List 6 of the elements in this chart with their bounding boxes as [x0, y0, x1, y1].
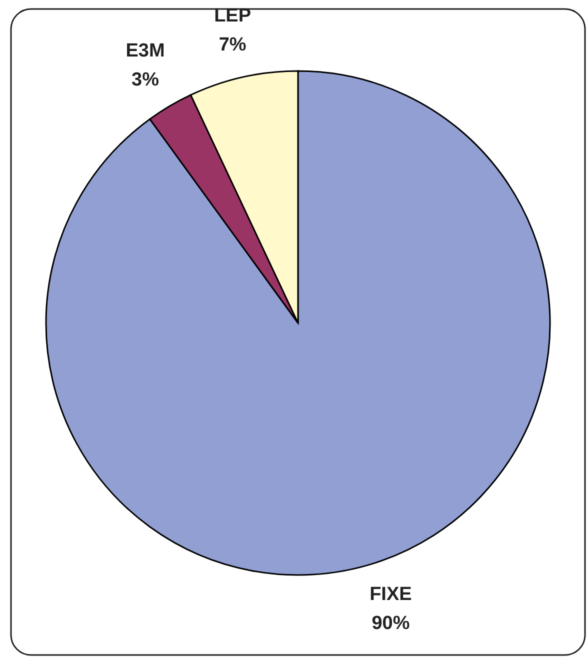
slice-label: FIXE — [370, 583, 412, 604]
data-label: 7% — [218, 34, 246, 56]
data-label: 3% — [132, 68, 160, 90]
pie-slice — [45, 70, 551, 576]
slice-label: E3M — [126, 40, 165, 61]
data-label: 90% — [372, 612, 410, 634]
